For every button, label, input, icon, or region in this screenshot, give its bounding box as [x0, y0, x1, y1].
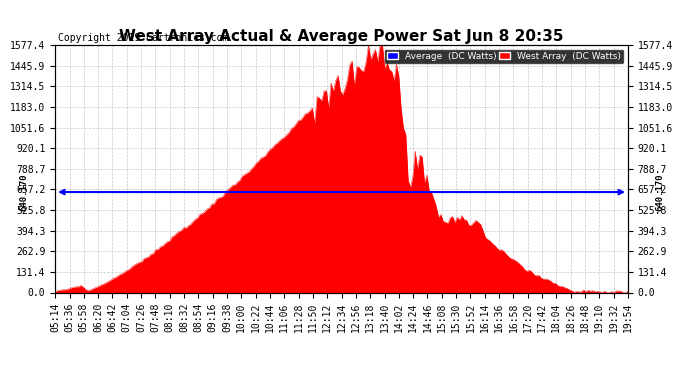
Legend: Average  (DC Watts), West Array  (DC Watts): Average (DC Watts), West Array (DC Watts…	[384, 50, 623, 63]
Title: West Array Actual & Average Power Sat Jun 8 20:35: West Array Actual & Average Power Sat Ju…	[119, 29, 564, 44]
Text: Copyright 2019 Cartronics.com: Copyright 2019 Cartronics.com	[58, 33, 228, 42]
Text: 640.170: 640.170	[655, 173, 664, 211]
Text: 640.170: 640.170	[19, 173, 28, 211]
